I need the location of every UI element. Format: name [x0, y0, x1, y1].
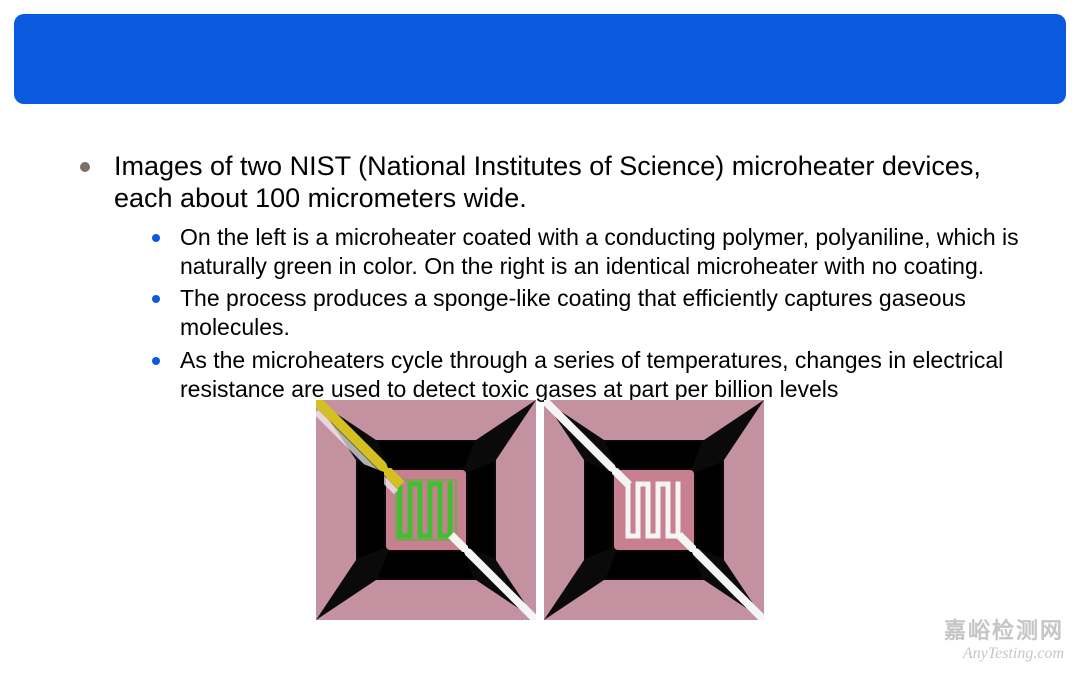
sub-bullet-list: On the left is a microheater coated with… [152, 223, 1020, 404]
main-bullet-text: Images of two NIST (National Institutes … [114, 150, 1020, 215]
main-bullet: Images of two NIST (National Institutes … [80, 150, 1020, 215]
slide-content: Images of two NIST (National Institutes … [80, 150, 1020, 407]
sub-bullet-text: The process produces a sponge-like coati… [180, 284, 1020, 342]
watermark-text-cn: 嘉峪检测网 [944, 613, 1064, 645]
bullet-dot-sub [152, 295, 160, 303]
sub-bullet-text: As the microheaters cycle through a seri… [180, 346, 1020, 404]
header-bar [14, 14, 1066, 104]
bullet-dot-sub [152, 357, 160, 365]
microheater-coated-image [316, 400, 536, 620]
bullet-dot-main [80, 162, 90, 172]
watermark-text-en: AnyTesting.com [944, 645, 1064, 663]
device-image-row [0, 400, 1080, 620]
watermark: 嘉峪检测网 AnyTesting.com [944, 613, 1064, 663]
sub-bullet: As the microheaters cycle through a seri… [152, 346, 1020, 404]
sub-bullet: On the left is a microheater coated with… [152, 223, 1020, 281]
bullet-dot-sub [152, 234, 160, 242]
microheater-uncoated-image [544, 400, 764, 620]
sub-bullet: The process produces a sponge-like coati… [152, 284, 1020, 342]
sub-bullet-text: On the left is a microheater coated with… [180, 223, 1020, 281]
